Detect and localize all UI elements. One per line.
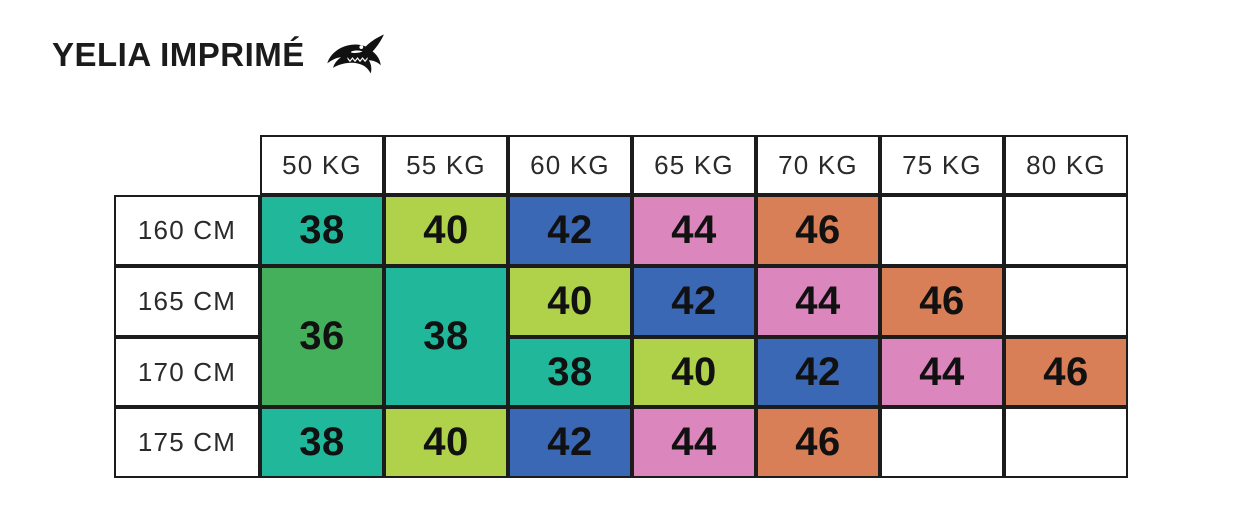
- size-value-160-65: 44: [634, 197, 754, 264]
- size-value-175-55: 40: [386, 409, 506, 476]
- column-header-80-kg: 80 KG: [1004, 135, 1128, 195]
- size-value-175-60: 42: [510, 409, 630, 476]
- brand-header: YELIA IMPRIMÉ: [52, 28, 387, 80]
- column-header-70-kg: 70 KG: [756, 135, 880, 195]
- size-value-170-75: 44: [882, 339, 1002, 405]
- column-header-75-kg: 75 KG: [880, 135, 1004, 195]
- size-value-175-70: 46: [758, 409, 878, 476]
- column-header-50-kg: 50 KG: [260, 135, 384, 195]
- row-header-175-cm: 175 CM: [114, 407, 260, 478]
- size-value-175-50: 38: [262, 409, 382, 476]
- cell-175-80: [1004, 407, 1128, 478]
- size-value-165-75: 46: [882, 268, 1002, 335]
- size-value-165-65: 42: [634, 268, 754, 335]
- size-chart-table: 50 KG 55 KG 60 KG 65 KG 70 KG 75 KG 80 KG 160 C…: [114, 135, 1128, 478]
- row-header-170-cm: 170 CM: [114, 337, 260, 407]
- size-value-175-65: 44: [634, 409, 754, 476]
- size-value-170-70: 42: [758, 339, 878, 405]
- shark-icon: [327, 34, 384, 74]
- cell-175-75: [880, 407, 1004, 478]
- size-value-165-60: 40: [510, 268, 630, 335]
- size-value-160-50: 38: [262, 197, 382, 264]
- column-header-55-kg: 55 KG: [384, 135, 508, 195]
- size-value-170-80: 46: [1006, 339, 1126, 405]
- size-value-160-70: 46: [758, 197, 878, 264]
- size-value-160-60: 42: [510, 197, 630, 264]
- cell-160-75: [880, 195, 1004, 266]
- column-header-60-kg: 60 KG: [508, 135, 632, 195]
- row-header-160-cm: 160 CM: [114, 195, 260, 266]
- size-value-165-70: 44: [758, 268, 878, 335]
- page-title: YELIA IMPRIMÉ: [52, 35, 305, 73]
- size-value-165-55: 38: [386, 268, 506, 405]
- size-value-170-60: 38: [510, 339, 630, 405]
- cell-165-80: [1004, 266, 1128, 337]
- size-value-165-50: 36: [262, 268, 382, 405]
- column-header-65-kg: 65 KG: [632, 135, 756, 195]
- size-value-160-55: 40: [386, 197, 506, 264]
- row-header-165-cm: 165 CM: [114, 266, 260, 337]
- cell-160-80: [1004, 195, 1128, 266]
- size-value-170-65: 40: [634, 339, 754, 405]
